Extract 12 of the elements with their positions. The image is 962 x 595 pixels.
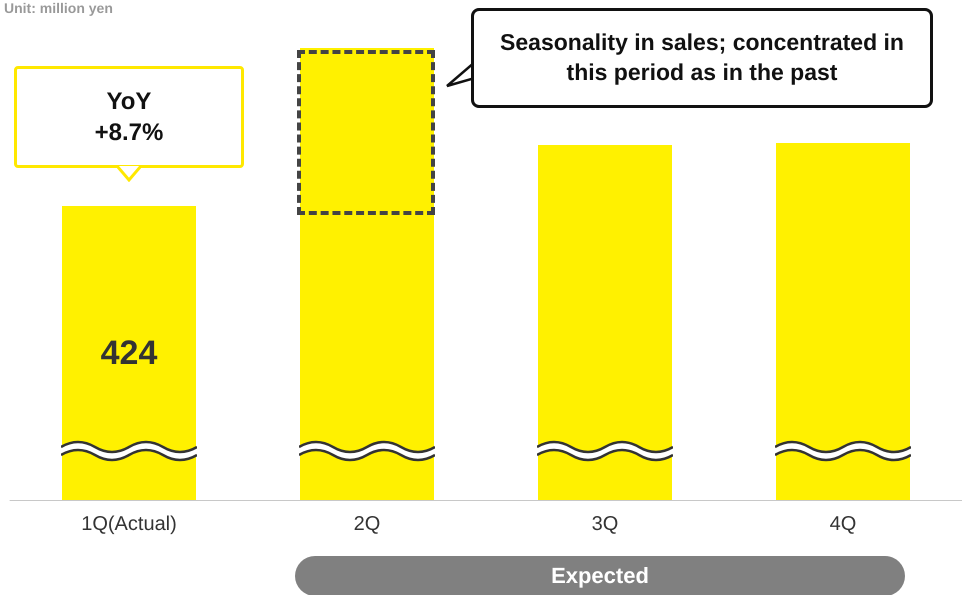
x-tick-label: 1Q(Actual) xyxy=(81,513,177,535)
data-label: 424 xyxy=(100,334,158,372)
x-tick-label: 2Q xyxy=(354,513,380,535)
text: Unit: million yen xyxy=(4,0,113,16)
callout-box: Seasonality in sales; concentrated in this period as in the past xyxy=(471,8,933,108)
text: Expected xyxy=(295,556,905,595)
x-tick-label: 3Q xyxy=(592,513,618,535)
x-tick-label: 4Q xyxy=(830,513,856,535)
bar xyxy=(776,142,910,500)
callout-box: YoY +8.7% xyxy=(14,66,244,168)
bar xyxy=(62,206,196,500)
bar xyxy=(538,145,672,500)
